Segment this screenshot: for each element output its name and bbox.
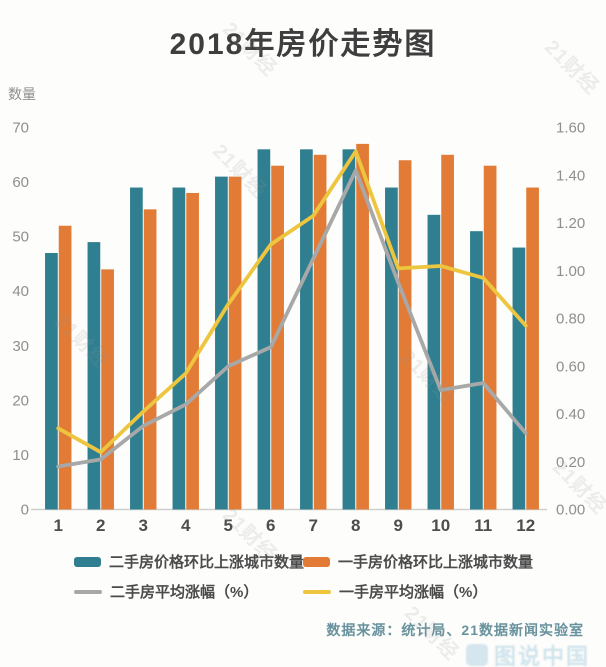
newhome-count-bar [441, 154, 454, 510]
left-axis-tick-label: 0 [21, 502, 29, 519]
left-axis-tick-label: 30 [12, 338, 29, 355]
newhome-count-bar [101, 269, 114, 510]
legend-item: 一手房平均涨幅（%） [303, 581, 487, 602]
legend-row: 二手房价格环比上涨城市数量 一手房价格环比上涨城市数量 [74, 551, 594, 572]
x-axis-month-label: 12 [516, 516, 535, 535]
legend-label: 二手房价格环比上涨城市数量 [109, 554, 305, 571]
legend-label: 一手房价格环比上涨城市数量 [338, 554, 534, 571]
chart-title: 2018年房价走势图 [169, 28, 437, 61]
legend-row: 二手房平均涨幅（%） 一手房平均涨幅（%） [74, 581, 594, 602]
newhome-count-bar [526, 187, 539, 510]
data-source-note: 数据来源：统计局、21数据新闻实验室 [326, 622, 584, 638]
right-axis-tick-label: 0.00 [556, 502, 585, 519]
secondhand-count-bar [130, 187, 143, 510]
legend-item: 一手房价格环比上涨城市数量 [303, 551, 533, 572]
newhome-count-bar [398, 160, 412, 510]
legend-label: 二手房平均涨幅（%） [110, 584, 259, 601]
left-axis-tick-label: 60 [12, 174, 29, 191]
legend-item: 二手房平均涨幅（%） [74, 581, 303, 602]
newhome-count-bar [58, 225, 72, 510]
newhome-count-bar [186, 192, 199, 510]
x-axis-month-label: 7 [309, 516, 318, 535]
left-axis-tick-label: 50 [12, 229, 29, 246]
x-axis-month-label: 4 [181, 516, 191, 535]
legend-line-swatch-icon [303, 589, 331, 594]
right-axis-tick-label: 0.60 [556, 358, 585, 375]
secondhand-count-bar [300, 149, 313, 510]
newhome-count-bar [356, 143, 369, 510]
legend-bar-swatch-icon [74, 556, 101, 567]
right-axis-tick-label: 0.40 [556, 406, 585, 423]
x-axis-month-label: 11 [474, 516, 492, 535]
left-axis-title: 数量 [8, 86, 36, 102]
legend-line-swatch-icon [74, 589, 102, 594]
x-axis-month-label: 5 [224, 516, 233, 535]
secondhand-count-bar [257, 149, 271, 510]
newhome-count-bar [271, 165, 284, 510]
x-axis-month-label: 1 [54, 516, 63, 535]
newhome-count-bar [228, 176, 242, 510]
secondhand-count-bar [427, 214, 441, 510]
newhome-count-bar [143, 209, 157, 510]
left-axis-tick-label: 70 [12, 120, 29, 137]
secondhand-count-bar [215, 176, 228, 510]
secondhand-count-bar [512, 247, 526, 510]
x-axis-month-label: 3 [139, 516, 148, 535]
right-axis-tick-label: 1.40 [556, 167, 585, 184]
x-axis-month-label: 9 [394, 516, 403, 535]
x-axis-month-label: 8 [351, 516, 360, 535]
legend-item: 二手房价格环比上涨城市数量 [74, 551, 305, 572]
secondhand-count-bar [87, 242, 101, 510]
left-axis-tick-label: 20 [12, 392, 29, 409]
chart-legend: 二手房价格环比上涨城市数量 一手房价格环比上涨城市数量二手房平均涨幅（%） 一手房平… [74, 551, 594, 611]
legend-label: 一手房平均涨幅（%） [339, 584, 488, 601]
x-axis-month-label: 6 [266, 516, 275, 535]
left-axis-tick-label: 40 [12, 283, 29, 300]
secondhand-count-bar [45, 253, 58, 510]
secondhand-avg-line [56, 168, 528, 469]
secondhand-count-bar [342, 149, 356, 510]
newhome-count-bar [483, 165, 497, 510]
corner-watermark: 图说中国 [465, 639, 590, 667]
left-axis-tick-label: 10 [12, 447, 29, 464]
secondhand-count-bar [172, 187, 186, 510]
newhome-avg-line [56, 149, 528, 455]
x-axis-month-label: 2 [96, 516, 105, 535]
legend-bar-swatch-icon [303, 556, 330, 567]
newhome-count-bar [313, 154, 327, 510]
right-axis-tick-label: 1.20 [556, 215, 585, 232]
right-axis-tick-label: 1.00 [556, 263, 585, 280]
secondhand-count-bar [470, 231, 483, 510]
x-axis-month-label: 10 [431, 516, 450, 535]
corner-watermark-text: 图说中国 [493, 644, 590, 667]
right-axis-tick-label: 0.80 [556, 311, 585, 328]
right-axis-tick-label: 0.20 [556, 454, 585, 471]
watermark-logo-icon [465, 644, 488, 666]
right-axis-tick-label: 1.60 [556, 120, 585, 137]
